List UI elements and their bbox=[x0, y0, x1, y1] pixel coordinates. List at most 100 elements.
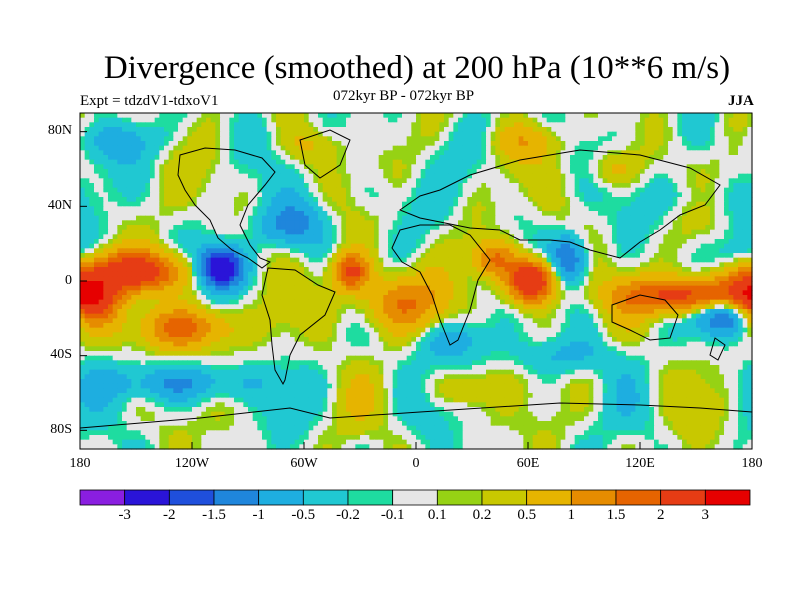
field-cell bbox=[462, 122, 468, 128]
field-cell bbox=[635, 253, 641, 259]
field-cell bbox=[523, 257, 529, 263]
field-cell bbox=[229, 122, 235, 128]
field-cell bbox=[117, 206, 123, 212]
field-cell bbox=[434, 145, 440, 151]
field-cell bbox=[523, 197, 529, 203]
field-cell bbox=[201, 206, 207, 212]
field-cell bbox=[677, 117, 683, 123]
field-cell bbox=[210, 234, 216, 240]
field-cell bbox=[234, 159, 240, 165]
field-cell bbox=[616, 211, 622, 217]
field-cell bbox=[654, 136, 660, 142]
field-cell bbox=[453, 253, 459, 259]
field-cell bbox=[327, 267, 333, 273]
field-cell bbox=[560, 229, 566, 235]
field-cell bbox=[682, 229, 688, 235]
field-cell bbox=[439, 239, 445, 245]
field-cell bbox=[626, 155, 632, 161]
field-cell bbox=[448, 243, 454, 249]
field-cell bbox=[252, 243, 258, 249]
field-cell bbox=[640, 155, 646, 161]
field-cell bbox=[173, 192, 179, 198]
field-cell bbox=[299, 187, 305, 193]
field-cell bbox=[122, 131, 128, 137]
field-cell bbox=[537, 206, 543, 212]
field-cell bbox=[528, 192, 534, 198]
field-cell bbox=[313, 150, 319, 156]
field-cell bbox=[714, 173, 720, 179]
field-cell bbox=[122, 122, 128, 128]
field-cell bbox=[224, 262, 230, 268]
field-cell bbox=[266, 141, 272, 147]
field-cell bbox=[602, 113, 608, 119]
field-cell bbox=[602, 257, 608, 263]
field-cell bbox=[98, 173, 104, 179]
field-cell bbox=[696, 243, 702, 249]
field-cell bbox=[509, 113, 515, 119]
field-cell bbox=[294, 248, 300, 254]
field-cell bbox=[626, 239, 632, 245]
field-cell bbox=[714, 159, 720, 165]
field-cell bbox=[346, 183, 352, 189]
field-cell bbox=[266, 257, 272, 263]
field-cell bbox=[229, 150, 235, 156]
field-cell bbox=[444, 187, 450, 193]
field-cell bbox=[542, 192, 548, 198]
field-cell bbox=[481, 271, 487, 277]
field-cell bbox=[164, 145, 170, 151]
field-cell bbox=[341, 271, 347, 277]
field-cell bbox=[341, 183, 347, 189]
field-cell bbox=[80, 117, 86, 123]
field-cell bbox=[140, 239, 146, 245]
field-cell bbox=[150, 150, 156, 156]
field-cell bbox=[406, 243, 412, 249]
field-cell bbox=[299, 267, 305, 273]
field-cell bbox=[640, 131, 646, 137]
field-cell bbox=[518, 183, 524, 189]
field-cell bbox=[668, 159, 674, 165]
field-cell bbox=[462, 197, 468, 203]
field-cell bbox=[360, 271, 366, 277]
field-cell bbox=[192, 248, 198, 254]
field-cell bbox=[658, 253, 664, 259]
field-cell bbox=[332, 239, 338, 245]
field-cell bbox=[430, 248, 436, 254]
field-cell bbox=[252, 262, 258, 268]
field-cell bbox=[439, 159, 445, 165]
field-cell bbox=[360, 122, 366, 128]
field-cell bbox=[714, 234, 720, 240]
field-cell bbox=[668, 145, 674, 151]
field-cell bbox=[131, 234, 137, 240]
field-cell bbox=[355, 141, 361, 147]
field-cell bbox=[313, 169, 319, 175]
field-cell bbox=[154, 169, 160, 175]
field-cell bbox=[570, 122, 576, 128]
field-cell bbox=[691, 131, 697, 137]
field-cell bbox=[126, 267, 132, 273]
field-cell bbox=[574, 192, 580, 198]
field-cell bbox=[556, 169, 562, 175]
field-cell bbox=[229, 220, 235, 226]
field-cell bbox=[248, 215, 254, 221]
field-cell bbox=[598, 150, 604, 156]
field-cell bbox=[434, 150, 440, 156]
field-cell bbox=[588, 248, 594, 254]
field-cell bbox=[84, 159, 90, 165]
field-cell bbox=[80, 150, 86, 156]
field-cell bbox=[224, 164, 230, 170]
field-cell bbox=[280, 225, 286, 231]
field-cell bbox=[271, 234, 277, 240]
field-cell bbox=[663, 183, 669, 189]
field-cell bbox=[584, 197, 590, 203]
field-cell bbox=[276, 257, 282, 263]
field-cell bbox=[210, 136, 216, 142]
field-cell bbox=[556, 220, 562, 226]
field-cell bbox=[229, 127, 235, 133]
field-cell bbox=[560, 234, 566, 240]
field-cell bbox=[542, 267, 548, 273]
field-cell bbox=[262, 164, 268, 170]
field-cell bbox=[747, 150, 753, 156]
field-cell bbox=[714, 215, 720, 221]
field-cell bbox=[196, 169, 202, 175]
field-cell bbox=[518, 122, 524, 128]
